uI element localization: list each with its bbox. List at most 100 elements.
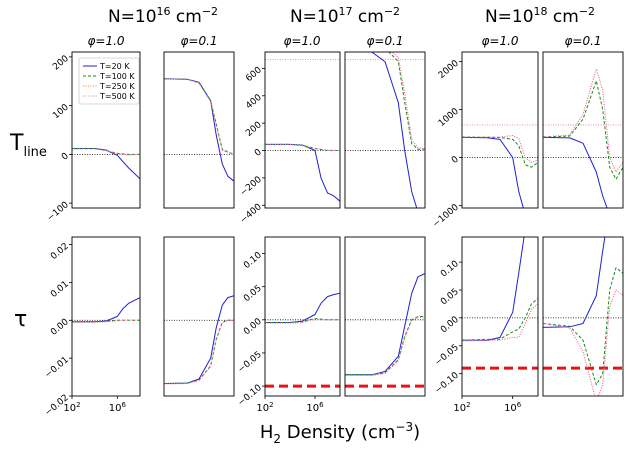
plot-area <box>543 68 623 208</box>
series-line <box>368 52 418 208</box>
series-line <box>462 135 538 163</box>
y-axis-label-tline: Tline <box>9 131 47 160</box>
series-line <box>543 136 608 208</box>
series-line <box>462 136 538 168</box>
legend-label: T=20 K <box>99 62 130 71</box>
y-tick-label: −0.01 <box>43 355 71 380</box>
series-line <box>462 298 538 341</box>
chart-panel: −0.10−0.05 0.00 0.05 0.10 102 106 <box>433 236 539 414</box>
y-tick-label: −0.05 <box>433 343 461 368</box>
panel-subtitle: φ=1.0 <box>283 34 320 48</box>
series-line <box>164 78 234 155</box>
y-tick-label: −1000 <box>431 202 461 229</box>
panel-frame <box>542 51 624 209</box>
plot-area <box>462 124 538 208</box>
series-line <box>462 237 525 341</box>
plot-area <box>164 295 234 385</box>
y-tick-label: 0.02 <box>49 242 71 263</box>
y-axis-label-tau: τ <box>14 307 27 332</box>
series-line <box>345 316 425 376</box>
legend-frame <box>78 57 140 105</box>
x-tick-label: 106 <box>306 401 324 414</box>
panel-subtitle: φ=0.1 <box>180 34 217 48</box>
y-tick-label: 0.05 <box>242 284 264 305</box>
panel-subtitle: φ=1.0 <box>87 34 124 48</box>
y-tick-label: 2000 <box>437 58 461 81</box>
series-line <box>390 52 425 149</box>
x-tick-label: 102 <box>256 401 273 414</box>
y-tick-label: −100 <box>45 200 71 224</box>
legend-entry: T=20 K <box>83 62 130 71</box>
series-line <box>164 319 234 385</box>
panel-frame <box>461 236 539 397</box>
column-title: N=1018 cm−2 <box>485 5 595 27</box>
series-line <box>462 303 538 342</box>
chart-panel <box>344 236 426 397</box>
chart-panel <box>344 51 426 209</box>
series-line <box>164 78 234 155</box>
legend-label: T=250 K <box>99 82 135 91</box>
x-tick-label: 102 <box>453 401 470 414</box>
y-tick-label: −0.05 <box>236 350 264 375</box>
chart-panel: −1000 0 1000 2000 <box>431 51 539 230</box>
plot-area <box>543 237 623 396</box>
panel-frame <box>344 236 426 397</box>
column-title: N=1016 cm−2 <box>108 5 218 27</box>
panel-frame <box>71 236 141 397</box>
series-line <box>265 318 340 324</box>
series-line <box>265 143 340 202</box>
plot-area <box>265 292 340 388</box>
y-tick-label: 0 <box>450 154 461 166</box>
panel-frame <box>461 51 539 209</box>
panel-subtitle: φ=0.1 <box>366 34 403 48</box>
y-tick-label: −0.10 <box>433 370 461 396</box>
plot-area <box>265 59 340 202</box>
series-line <box>543 80 623 180</box>
series-line <box>543 289 623 396</box>
y-tick-label: 100 <box>51 102 71 121</box>
legend-entry: T=500 K <box>83 92 135 101</box>
panel-frame <box>163 51 235 209</box>
y-tick-label: 0 <box>60 151 71 163</box>
y-tick-label: 0.00 <box>49 317 71 338</box>
y-tick-label: 0.10 <box>242 250 264 271</box>
series-line <box>462 136 524 208</box>
x-tick-label: 106 <box>504 401 522 414</box>
series-line <box>72 148 140 180</box>
legend-label: T=100 K <box>99 72 135 81</box>
series-line <box>164 78 234 155</box>
chart-panel <box>163 236 235 397</box>
legend-entry: T=100 K <box>83 72 135 81</box>
x-axis-label: H2 Density (cm−3) <box>260 420 420 446</box>
y-tick-label: 400 <box>244 93 264 112</box>
y-tick-label: 0.00 <box>242 317 264 338</box>
y-tick-label: 200 <box>244 120 264 139</box>
series-line <box>543 68 623 173</box>
column-title: N=1017 cm−2 <box>290 5 400 27</box>
column-titles: N=1016 cm−2 N=1017 cm−2 N=1018 cm−2 <box>108 5 595 27</box>
series-line <box>265 318 340 323</box>
y-tick-label: 0.05 <box>439 287 461 308</box>
y-tick-label: 0.00 <box>439 315 461 336</box>
series-line <box>345 316 425 376</box>
series-line <box>388 52 425 150</box>
y-tick-label: 1000 <box>437 106 461 129</box>
series-line <box>72 148 140 155</box>
chart-panel <box>542 236 624 397</box>
x-tick-label: 106 <box>109 401 127 414</box>
plot-area <box>345 272 425 388</box>
panel-subtitle: φ=1.0 <box>481 34 518 48</box>
plot-area <box>72 297 140 323</box>
series-line <box>265 292 340 323</box>
y-tick-label: 0.01 <box>49 279 71 300</box>
chart-panel: −400 −200 0 200 400 600 <box>238 51 341 226</box>
y-tick-label: −400 <box>238 202 264 226</box>
panel-subtitles: φ=1.0 φ=0.1 φ=1.0 φ=0.1 φ=1.0 φ=0.1 <box>87 34 601 48</box>
plot-area <box>345 52 425 208</box>
x-tick-label: 102 <box>63 401 80 414</box>
series-line <box>164 319 234 385</box>
series-line <box>164 78 234 182</box>
series-line <box>164 319 234 384</box>
